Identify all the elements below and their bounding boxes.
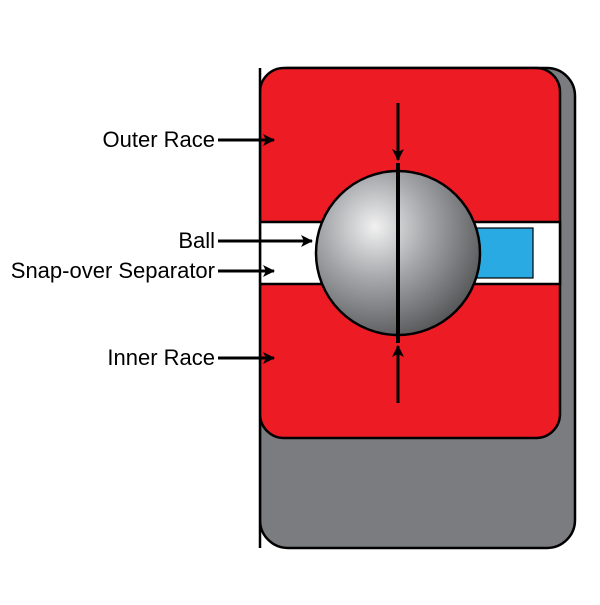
outer-race-label: Outer Race bbox=[0, 127, 215, 153]
separator-accent bbox=[475, 228, 533, 278]
ball-label: Ball bbox=[0, 228, 215, 254]
bearing-diagram: Outer Race Ball Snap-over Separator Inne… bbox=[0, 0, 600, 600]
inner-race-label: Inner Race bbox=[0, 345, 215, 371]
diagram-svg bbox=[0, 0, 600, 600]
separator-label: Snap-over Separator bbox=[0, 258, 215, 284]
